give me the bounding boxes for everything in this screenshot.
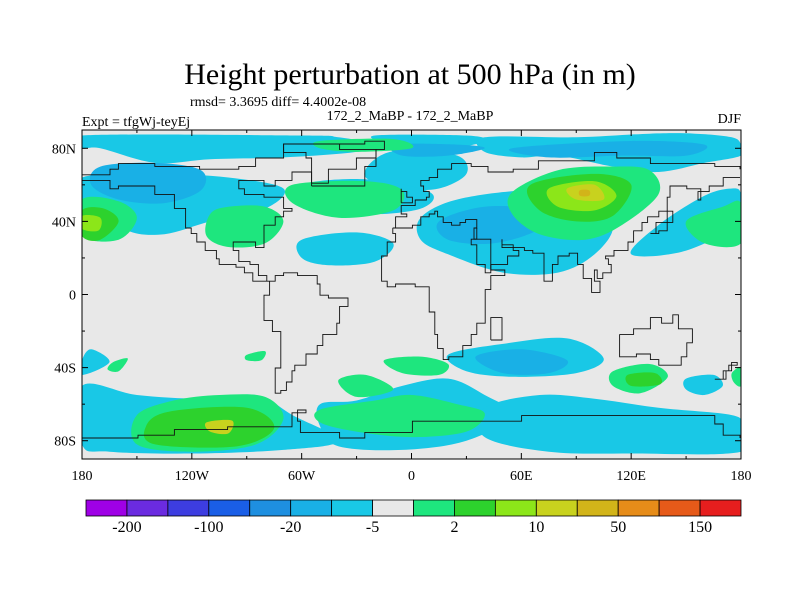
- x-tick-label: 120E: [616, 469, 646, 484]
- y-tick-label: 40S: [54, 362, 76, 377]
- coastline-3: [470, 177, 740, 293]
- x-tick-label: 180: [731, 469, 752, 484]
- colorbar-swatch: [413, 499, 455, 517]
- colorbar-swatch: [535, 499, 578, 517]
- coastline-1: [381, 210, 506, 361]
- x-tick-label: 180: [72, 469, 93, 484]
- colorbar-swatch: [167, 499, 210, 517]
- colorbar-label: -20: [280, 519, 301, 536]
- contour-region-neg-5: [82, 349, 110, 375]
- colorbar-label: 10: [528, 519, 544, 536]
- colorbar-swatch: [617, 499, 660, 517]
- contour-region-pos-2: [338, 374, 394, 398]
- contour-region-neg-5: [683, 374, 723, 396]
- coastline-7: [400, 188, 413, 204]
- x-tick-label: 120W: [175, 469, 210, 484]
- coastline-4: [619, 314, 693, 366]
- x-axis: 180 120W 60W 0 60E 120E 180: [72, 130, 752, 484]
- coastline-10: [650, 210, 674, 235]
- x-tick-label: 60W: [288, 469, 316, 484]
- experiment-label: Expt = tfgWj-teyEj: [82, 115, 190, 130]
- contour-region-neg-20: [508, 140, 708, 158]
- colorbar-label: 2: [450, 519, 458, 536]
- colorbar-swatch: [249, 499, 292, 517]
- y-tick-label: 0: [69, 289, 76, 304]
- colorbar-swatch: [454, 499, 496, 517]
- contour-region-neg-5: [364, 149, 468, 191]
- contour-region-pos-2: [731, 367, 741, 387]
- contour-region-neg-20: [89, 162, 207, 204]
- y-tick-label: 80N: [52, 142, 76, 157]
- contour-region-pos-2: [685, 200, 741, 248]
- contour-region-pos-2: [107, 358, 128, 372]
- comparison-label: 172_2_MaBP - 172_2_MaBP: [327, 109, 494, 124]
- stats-label: rmsd= 3.3695 diff= 4.4002e-08: [190, 95, 366, 110]
- colorbar-label: 150: [688, 519, 712, 536]
- coastline-5: [490, 317, 503, 341]
- colorbar-swatch: [372, 499, 414, 517]
- contour-region-pos-80: [578, 189, 591, 197]
- colorbar-label: 50: [610, 519, 626, 536]
- colorbar-swatch: [331, 499, 373, 517]
- colorbar-swatch: [494, 499, 537, 517]
- contour-region-pos-2: [312, 138, 414, 152]
- colorbar-swatch: [699, 499, 742, 517]
- colorbar-swatch: [658, 499, 701, 517]
- contour-region-neg-20: [475, 349, 569, 375]
- colorbar-label: -5: [366, 519, 379, 536]
- coastline-2: [392, 151, 741, 229]
- coastline-8: [283, 143, 377, 187]
- y-axis: 80N 40N 0 40S 80S: [52, 142, 741, 450]
- colorbar-swatch: [290, 499, 333, 517]
- chart-title: Height perturbation at 500 hPa (in m): [184, 58, 636, 91]
- colorbar-label: -100: [194, 519, 223, 536]
- coastline-0: [82, 140, 385, 394]
- contour-region-neg-5: [477, 394, 741, 455]
- contour-region-pos-2: [383, 356, 450, 376]
- contour-region-neg-5: [82, 134, 376, 164]
- coastlines: [82, 140, 741, 439]
- colorbar-swatch: [576, 499, 619, 517]
- contour-region-pos-50: [204, 419, 234, 435]
- contour-region-pos-2: [284, 180, 405, 218]
- colorbar-swatch: [208, 499, 251, 517]
- colorbar-label: -200: [112, 519, 141, 536]
- x-tick-label: 60E: [510, 469, 533, 484]
- colorbar-swatch: [85, 499, 128, 517]
- contour-region-neg-5: [296, 232, 394, 266]
- contour-region-pos-2: [314, 394, 485, 438]
- y-tick-label: 80S: [54, 435, 76, 450]
- colorbar: -200 -100 -20 -5 2 10 50 150: [85, 499, 742, 536]
- colorbar-swatch: [126, 499, 169, 517]
- y-tick-label: 40N: [52, 215, 76, 230]
- contour-region-pos-10: [625, 372, 663, 387]
- contour-region-pos-2: [244, 351, 266, 362]
- coastline-9: [82, 409, 741, 439]
- x-tick-label: 0: [408, 469, 415, 484]
- contour-region-pos-20: [82, 215, 102, 232]
- coastline-6: [714, 361, 738, 380]
- season-label: DJF: [718, 112, 742, 127]
